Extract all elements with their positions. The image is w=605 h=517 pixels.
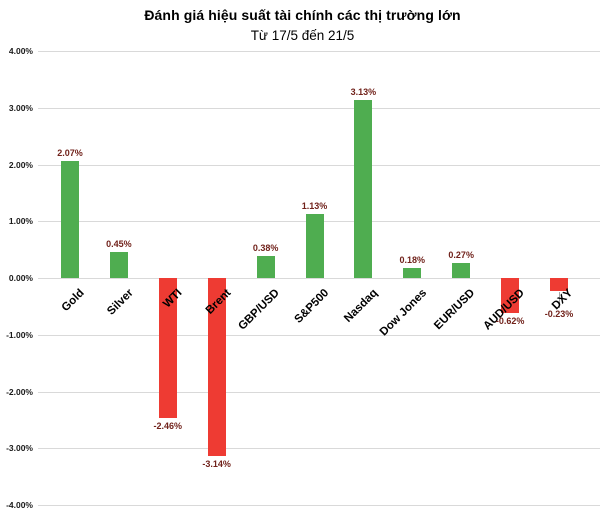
y-axis-tick-label: -4.00% bbox=[6, 500, 33, 510]
gridline bbox=[38, 51, 600, 52]
y-axis-tick-label: -1.00% bbox=[6, 329, 33, 340]
gridline bbox=[38, 391, 600, 393]
bar-value-label: -3.14% bbox=[202, 459, 231, 470]
gridline bbox=[38, 448, 600, 450]
bar bbox=[109, 252, 128, 278]
y-axis-tick-label: 3.00% bbox=[8, 102, 33, 113]
bar-value-label: 0.18% bbox=[399, 254, 426, 265]
y-axis-tick-label: -2.00% bbox=[6, 386, 33, 397]
category-label: S&P500 bbox=[292, 287, 331, 326]
bar bbox=[256, 256, 275, 278]
y-axis-tick-label: 4.00% bbox=[8, 46, 33, 56]
bar-value-label: 0.38% bbox=[252, 243, 279, 254]
gridline bbox=[38, 164, 600, 166]
bar bbox=[354, 100, 373, 278]
category-label: Silver bbox=[104, 287, 136, 318]
bar bbox=[403, 267, 422, 278]
bar-value-label: -0.23% bbox=[544, 309, 574, 320]
gridline bbox=[38, 505, 600, 506]
chart-title: Đánh giá hiệu suất tài chính các thị trư… bbox=[144, 7, 461, 23]
bar bbox=[158, 278, 177, 418]
bar-value-label: 3.13% bbox=[350, 87, 377, 98]
bar bbox=[452, 262, 471, 278]
gridline bbox=[38, 334, 600, 336]
y-axis-tick-label: 0.00% bbox=[8, 273, 33, 283]
category-label: Gold bbox=[59, 287, 87, 315]
bar bbox=[501, 278, 520, 314]
category-label: EUR/USD bbox=[432, 287, 478, 333]
bar-value-label: 0.45% bbox=[106, 239, 132, 250]
bar-value-label: 1.13% bbox=[301, 200, 328, 211]
bar bbox=[207, 278, 226, 457]
bar-value-label: 2.07% bbox=[57, 147, 83, 158]
bar bbox=[550, 278, 568, 292]
y-axis-tick-label: 1.00% bbox=[8, 216, 33, 227]
y-axis-tick-label: 2.00% bbox=[8, 159, 33, 170]
gridline bbox=[38, 107, 600, 109]
bar bbox=[305, 213, 324, 278]
bar-value-label: -0.62% bbox=[495, 316, 525, 327]
bar-value-label: 0.27% bbox=[448, 249, 474, 260]
category-label: Nasdaq bbox=[342, 287, 380, 325]
y-axis-tick-label: -3.00% bbox=[6, 443, 33, 454]
category-label: GBP/USD bbox=[236, 287, 283, 333]
chart-subtitle: Từ 17/5 đến 21/5 bbox=[250, 28, 355, 43]
category-label: Dow Jones bbox=[377, 287, 429, 339]
gridline bbox=[38, 278, 600, 279]
bar-value-label: -2.46% bbox=[153, 420, 183, 431]
label-leader-line bbox=[559, 292, 560, 309]
bar bbox=[61, 160, 79, 278]
